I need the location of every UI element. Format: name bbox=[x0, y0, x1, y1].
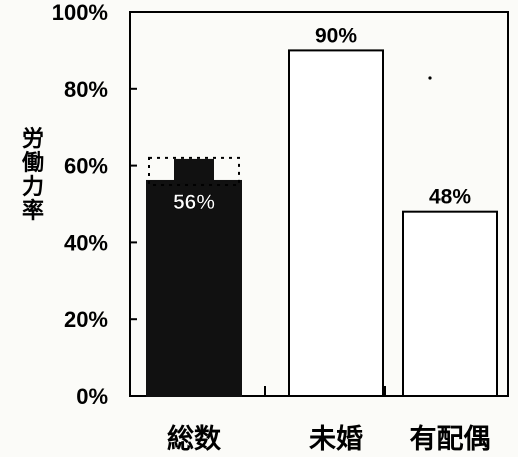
bar-range-bracket bbox=[148, 156, 240, 186]
y-axis-title-char: 力 bbox=[22, 175, 44, 200]
bar-未婚 bbox=[288, 49, 384, 398]
y-tick-label: 100% bbox=[52, 0, 108, 25]
x-category-label: 総数 bbox=[167, 423, 222, 455]
x-axis: 総数 未婚 有配偶 bbox=[167, 386, 491, 455]
x-category-label: 有配偶 bbox=[410, 424, 491, 455]
bar-総数 bbox=[146, 179, 242, 397]
y-axis: 0% 20% 40% 60% 80% 100% bbox=[52, 0, 137, 409]
y-axis-title-char: 労 bbox=[22, 126, 44, 152]
y-axis-title-char: 働 bbox=[21, 150, 44, 176]
stray-dot bbox=[428, 76, 432, 80]
y-tick-label: 60% bbox=[64, 154, 108, 179]
x-category-label: 未婚 bbox=[309, 424, 363, 455]
y-tick-label: 0% bbox=[76, 384, 108, 409]
y-tick-label: 80% bbox=[64, 77, 108, 102]
data-label: 90% bbox=[315, 24, 357, 47]
y-tick-label: 20% bbox=[64, 307, 108, 332]
y-axis-title-char: 率 bbox=[22, 198, 44, 224]
bar-range-cap bbox=[174, 158, 214, 184]
y-tick-label: 40% bbox=[64, 230, 108, 255]
data-label: 56% bbox=[173, 191, 215, 214]
bar-有配偶 bbox=[402, 210, 498, 397]
data-label: 48% bbox=[429, 186, 471, 209]
bars: 56% 90% 48% bbox=[146, 24, 498, 398]
